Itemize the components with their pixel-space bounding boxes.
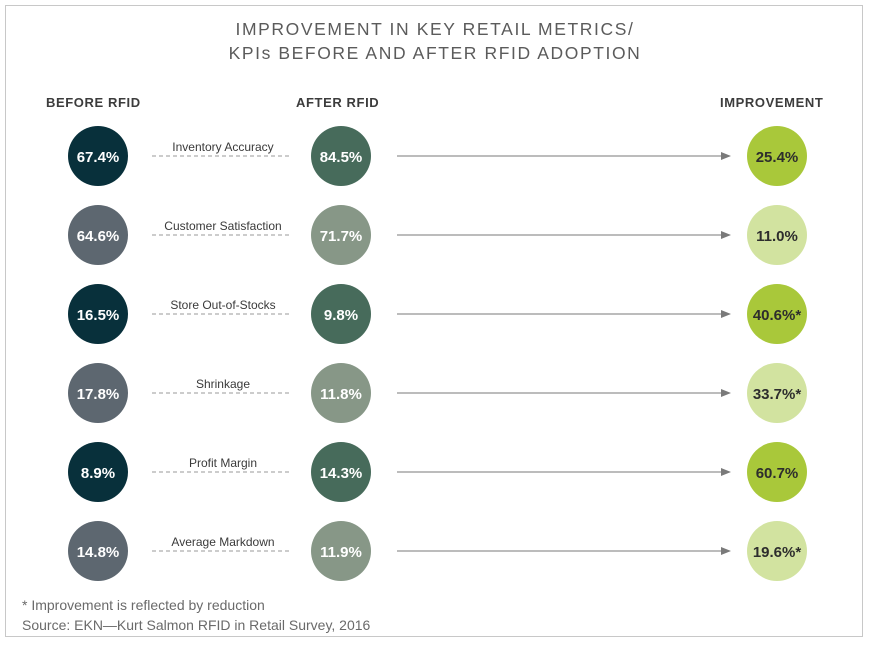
- improvement-circle: [747, 284, 807, 344]
- improvement-circle: [747, 205, 807, 265]
- after-value: 11.8%: [320, 386, 362, 403]
- footnote-source: Source: EKN—Kurt Salmon RFID in Retail S…: [22, 617, 371, 633]
- column-header-improvement: IMPROVEMENT: [720, 95, 824, 110]
- improvement-value: 11.0%: [756, 228, 798, 245]
- before-circle: [68, 205, 128, 265]
- improvement-circle: [747, 126, 807, 186]
- after-circle: [311, 521, 371, 581]
- before-circle: [68, 126, 128, 186]
- figure-frame: [5, 5, 863, 637]
- column-header-after: AFTER RFID: [296, 95, 380, 110]
- after-value: 71.7%: [320, 228, 363, 245]
- metric-label: Profit Margin: [189, 456, 257, 470]
- improvement-circle: [747, 442, 807, 502]
- metric-label: Average Markdown: [171, 535, 274, 549]
- metric-label: Shrinkage: [196, 377, 250, 391]
- after-value: 84.5%: [320, 149, 363, 166]
- before-value: 17.8%: [77, 386, 120, 403]
- improvement-value: 25.4%: [756, 149, 799, 166]
- before-circle: [68, 363, 128, 423]
- after-circle: [311, 205, 371, 265]
- footnote-reduction: * Improvement is reflected by reduction: [22, 597, 265, 613]
- metric-label: Customer Satisfaction: [164, 219, 281, 233]
- before-circle: [68, 442, 128, 502]
- metric-label: Store Out-of-Stocks: [170, 298, 275, 312]
- improvement-circle: [747, 363, 807, 423]
- after-value: 11.9%: [320, 544, 362, 561]
- after-value: 9.8%: [324, 307, 358, 324]
- improvement-value: 40.6%*: [753, 307, 802, 324]
- chart-title-line-1: IMPROVEMENT IN KEY RETAIL METRICS/: [235, 19, 635, 39]
- column-header-before: BEFORE RFID: [46, 95, 141, 110]
- improvement-circle: [747, 521, 807, 581]
- before-value: 16.5%: [77, 307, 120, 324]
- before-circle: [68, 521, 128, 581]
- before-circle: [68, 284, 128, 344]
- improvement-value: 33.7%*: [753, 386, 802, 403]
- after-circle: [311, 284, 371, 344]
- before-value: 67.4%: [77, 149, 120, 166]
- after-value: 14.3%: [320, 465, 363, 482]
- before-value: 14.8%: [77, 544, 120, 561]
- metric-label: Inventory Accuracy: [172, 140, 273, 154]
- improvement-value: 19.6%*: [753, 544, 802, 561]
- before-value: 64.6%: [77, 228, 120, 245]
- after-circle: [311, 363, 371, 423]
- chart-title-line-2: KPIs BEFORE AND AFTER RFID ADOPTION: [228, 43, 642, 63]
- after-circle: [311, 126, 371, 186]
- improvement-value: 60.7%: [756, 465, 799, 482]
- after-circle: [311, 442, 371, 502]
- before-value: 8.9%: [81, 465, 115, 482]
